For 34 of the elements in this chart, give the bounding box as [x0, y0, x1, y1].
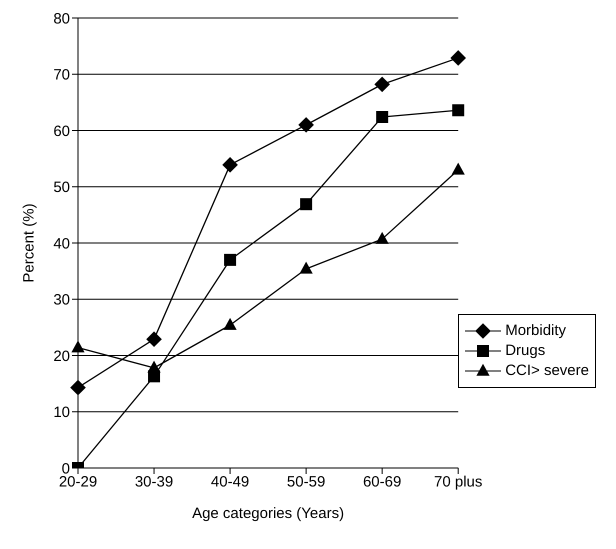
point — [376, 232, 389, 244]
y-tick-label: 40 — [53, 235, 70, 252]
x-axis-title: Age categories (Years) — [192, 505, 344, 522]
point — [147, 360, 161, 373]
y-tick-label: 50 — [53, 179, 70, 196]
point — [300, 198, 312, 210]
point — [71, 340, 85, 352]
y-axis-title: Percent (%) — [20, 203, 38, 283]
point — [450, 50, 466, 66]
x-tick-label: 30-39 — [134, 474, 174, 491]
x-tick-label: 40-49 — [210, 474, 250, 491]
point — [300, 262, 313, 274]
x-tick-label: 70 plus — [434, 474, 482, 491]
point — [224, 254, 236, 266]
y-tick-label: 80 — [53, 10, 70, 28]
x-tick-label: 50-59 — [286, 474, 326, 491]
point — [298, 117, 314, 133]
y-tick-label: 30 — [53, 292, 70, 309]
y-tick-label: 10 — [53, 404, 70, 422]
x-tick-label: 60-69 — [362, 474, 402, 491]
point — [70, 380, 86, 396]
point — [223, 318, 237, 330]
point — [374, 76, 390, 92]
legend-label: CCI> severe — [505, 361, 589, 381]
y-tick-label: 20 — [53, 348, 70, 365]
point — [376, 111, 388, 123]
y-tick-label: 60 — [53, 122, 70, 140]
point — [452, 104, 464, 116]
point — [146, 331, 162, 347]
legend-label: Morbidity — [505, 321, 566, 341]
point — [452, 162, 465, 175]
legend-label: Drugs — [505, 341, 546, 361]
point — [222, 157, 238, 173]
y-tick-label: 70 — [53, 66, 70, 84]
